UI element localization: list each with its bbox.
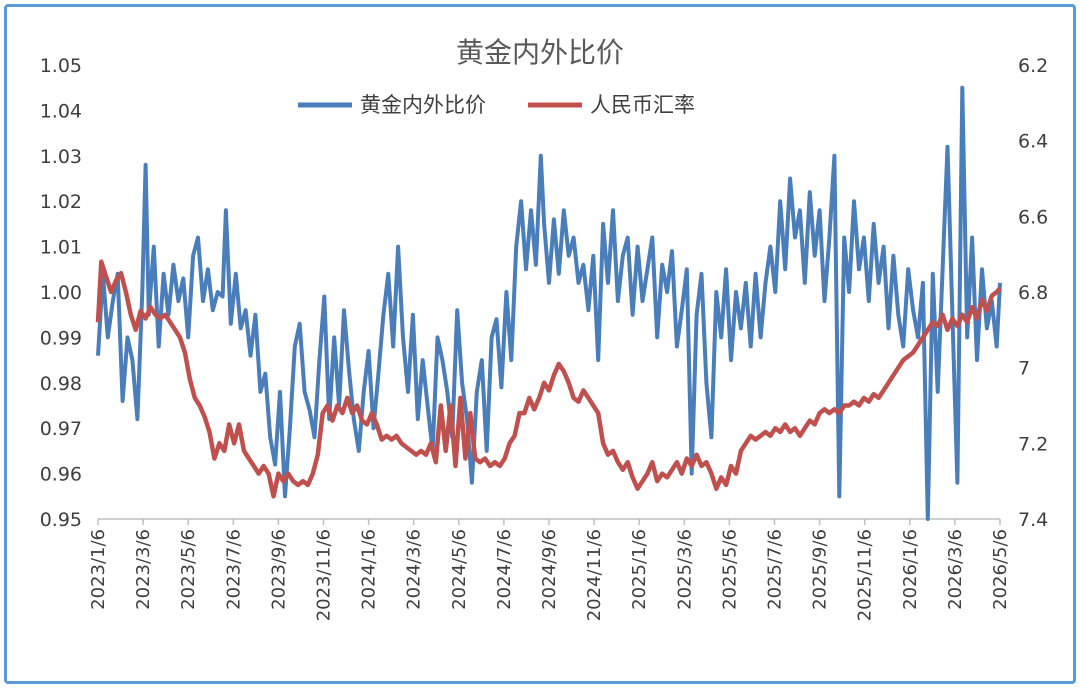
x-tick-label: 2024/3/6 [404, 529, 425, 610]
y-left-tick-label: 1.03 [40, 146, 82, 168]
x-tick-label: 2024/11/6 [584, 529, 605, 621]
x-tick-label: 2024/9/6 [539, 529, 560, 610]
x-tick-label: 2025/7/6 [765, 529, 786, 610]
x-tick-label: 2024/1/6 [359, 529, 380, 610]
x-tick-label: 2025/1/6 [629, 529, 650, 610]
y-left-tick-label: 0.95 [40, 509, 82, 531]
x-tick-label: 2023/9/6 [268, 529, 289, 610]
y-left-tick-label: 1.01 [40, 237, 82, 259]
y-right-tick-label: 7.4 [1018, 509, 1048, 531]
y-right-tick-label: 6.4 [1018, 131, 1048, 153]
y-right-tick-label: 7 [1018, 358, 1030, 380]
legend-label-ratio: 黄金内外比价 [360, 93, 486, 117]
y-right-tick-label: 7.2 [1018, 433, 1048, 455]
plot-area [95, 85, 1002, 521]
series-line-ratio [96, 85, 1002, 521]
x-tick-label: 2024/5/6 [449, 529, 470, 610]
y-left-tick-label: 0.99 [40, 327, 82, 349]
x-tick-label: 2025/5/6 [719, 529, 740, 610]
y-left-tick-label: 1.04 [40, 100, 82, 122]
y-axis-right: 6.2 6.4 6.6 6.8 7 7.2 7.4 [1018, 55, 1048, 531]
y-right-tick-label: 6.8 [1018, 282, 1048, 304]
y-axis-left: 0.95 0.96 0.97 0.98 0.99 1.00 1.01 1.02 1.03 1.04… [40, 55, 82, 531]
x-tick-label: 2026/5/6 [990, 529, 1011, 610]
x-tick-label: 2025/3/6 [674, 529, 695, 610]
y-left-tick-label: 0.97 [40, 418, 82, 440]
series-line-fx [95, 259, 1002, 499]
x-tick-label: 2023/11/6 [314, 529, 335, 621]
x-tick-label: 2023/5/6 [178, 529, 199, 610]
y-right-tick-label: 6.6 [1018, 206, 1048, 228]
y-right-tick-label: 6.2 [1018, 55, 1048, 77]
chart-title: 黄金内外比价 [456, 36, 624, 69]
x-tick-label: 2023/7/6 [223, 529, 244, 610]
x-tick-label: 2023/3/6 [133, 529, 154, 610]
x-tick-label: 2025/9/6 [810, 529, 831, 610]
x-tick-label: 2026/3/6 [945, 529, 966, 610]
legend: 黄金内外比价 人民币汇率 [298, 93, 695, 117]
x-tick-label: 2024/7/6 [494, 529, 515, 610]
y-left-tick-label: 0.96 [40, 464, 82, 486]
y-left-tick-label: 0.98 [40, 373, 82, 395]
x-tick-label: 2026/1/6 [900, 529, 921, 610]
legend-label-fx: 人民币汇率 [590, 93, 695, 117]
y-left-tick-label: 1.02 [40, 191, 82, 213]
x-axis: 2023/1/6 2023/3/6 2023/5/6 2023/7/6 2023/9/6… [88, 518, 1011, 621]
y-left-tick-label: 1.05 [40, 55, 82, 77]
y-left-tick-label: 1.00 [40, 282, 82, 304]
x-tick-label: 2025/11/6 [855, 529, 876, 621]
x-tick-label: 2023/1/6 [88, 529, 109, 610]
